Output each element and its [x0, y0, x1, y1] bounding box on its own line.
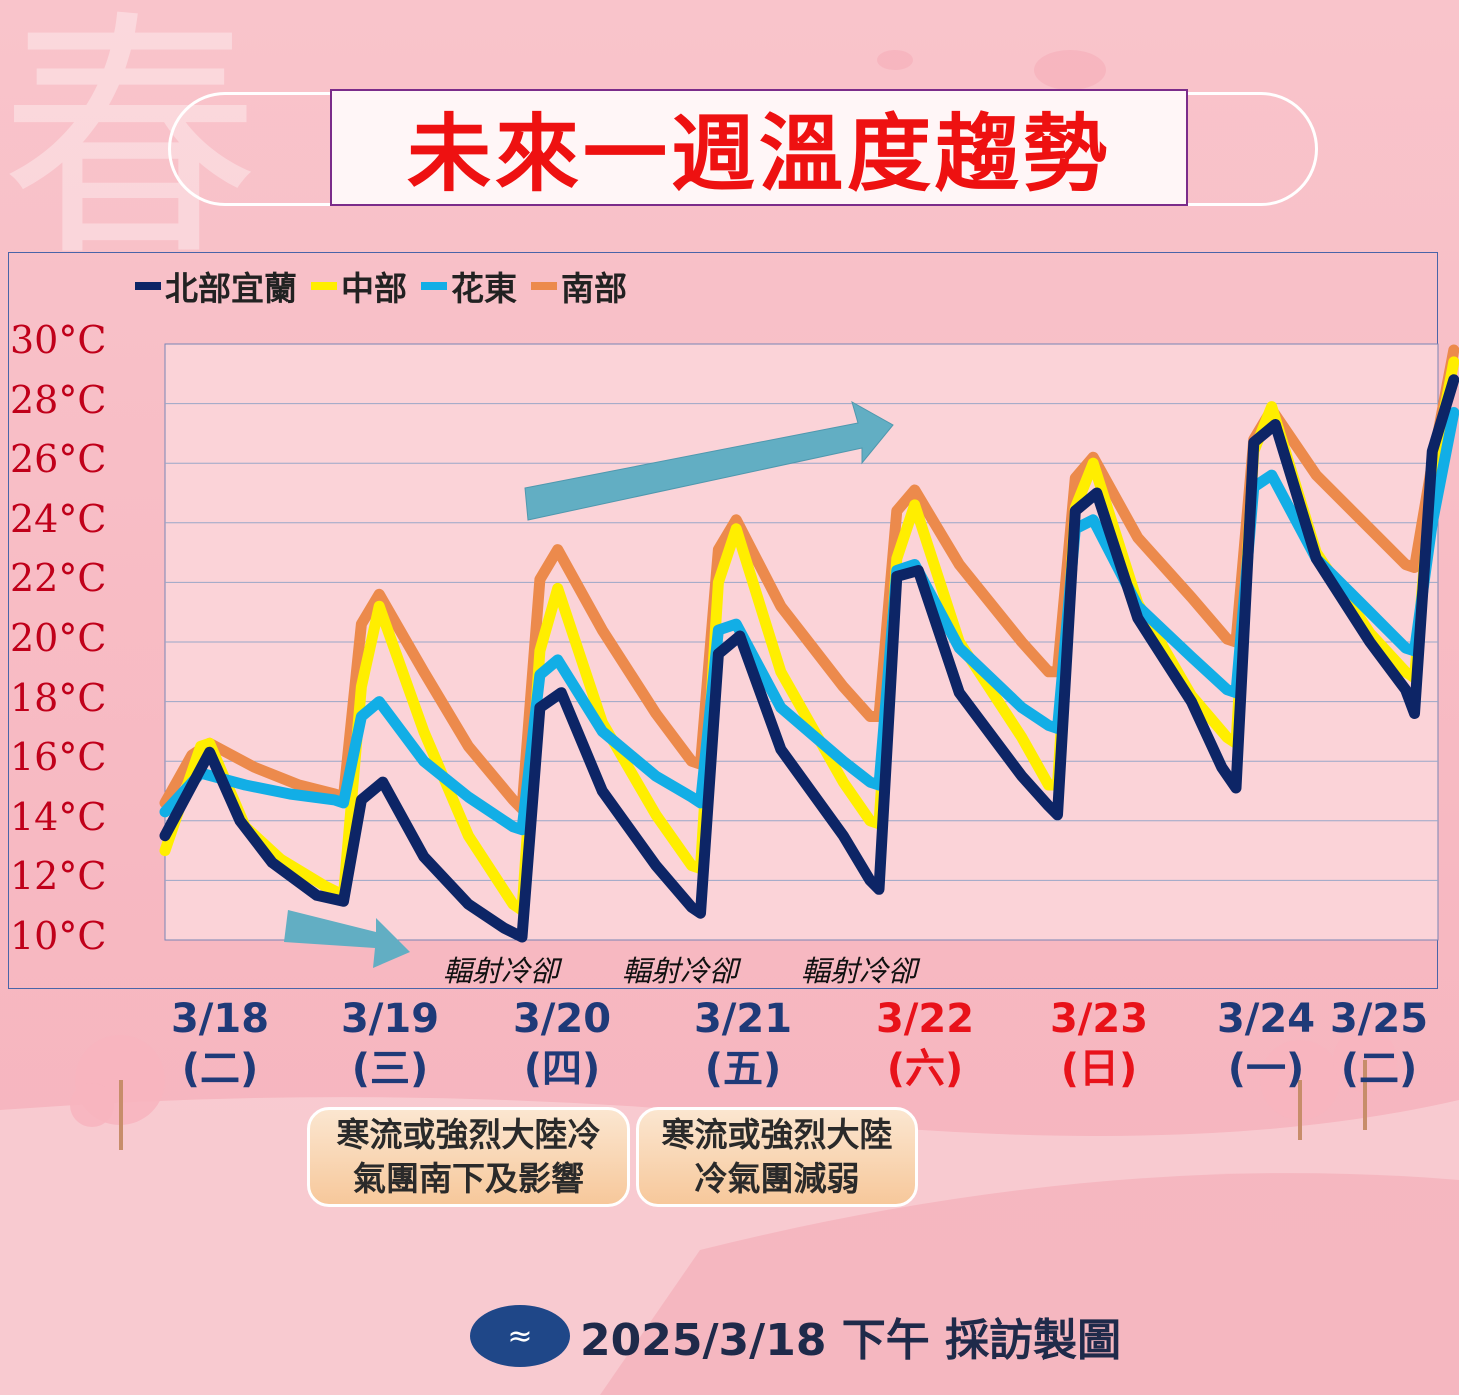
legend-item: 花東	[421, 262, 517, 310]
legend-swatch	[311, 282, 337, 290]
x-tick-label: 3/25 (二)	[1299, 994, 1459, 1094]
legend-item: 中部	[311, 262, 407, 310]
y-tick-label: 10°C	[10, 914, 107, 958]
x-tick-date: 3/25	[1329, 996, 1429, 1042]
y-tick-label: 28°C	[10, 377, 107, 422]
x-tick-label: 3/22 (六)	[845, 994, 1005, 1094]
x-tick-date: 3/23	[1049, 996, 1149, 1042]
y-tick-label: 30°C	[10, 318, 107, 362]
y-tick-label: 14°C	[10, 794, 107, 839]
x-tick-day: (三)	[351, 1046, 429, 1092]
y-tick-label: 20°C	[10, 616, 107, 660]
legend-label: 南部	[561, 269, 627, 308]
y-tick-label: 24°C	[10, 496, 107, 541]
x-tick-date: 3/22	[875, 996, 975, 1042]
note-line: 寒流或強烈大陸冷	[336, 1115, 601, 1154]
x-tick-label: 3/21 (五)	[663, 994, 823, 1094]
x-tick-day: (四)	[523, 1046, 601, 1092]
x-tick-day: (一)	[1227, 1046, 1305, 1092]
note-line: 氣團南下及影響	[353, 1159, 584, 1198]
x-tick-label: 3/19 (三)	[310, 994, 470, 1094]
note-line: 冷氣團減弱	[694, 1159, 860, 1198]
legend-swatch	[135, 282, 161, 290]
footer-text: 2025/3/18 下午 採訪製圖	[580, 1315, 1122, 1366]
y-tick-label: 12°C	[10, 854, 107, 899]
x-tick-day: (二)	[1340, 1046, 1418, 1092]
y-tick-label: 26°C	[10, 437, 107, 482]
x-tick-date: 3/20	[512, 996, 612, 1042]
x-tick-date: 3/18	[170, 996, 270, 1042]
rising-trend-arrow-icon	[524, 400, 894, 521]
legend-swatch	[531, 282, 557, 290]
legend: 北部宜蘭 中部 花東 南部	[135, 262, 627, 310]
note-cold-weakening: 寒流或強烈大陸 冷氣團減弱	[636, 1107, 918, 1207]
legend-swatch	[421, 282, 447, 290]
note-line: 寒流或強烈大陸	[661, 1115, 893, 1154]
cold-air-arrow-icon	[284, 910, 410, 968]
x-tick-day: (六)	[886, 1046, 964, 1092]
legend-label: 花東	[451, 269, 517, 308]
x-tick-label: 3/20 (四)	[482, 994, 642, 1094]
legend-item: 北部宜蘭	[135, 262, 297, 310]
legend-label: 中部	[341, 269, 407, 308]
annotation-radiative-cooling-3: 輻射冷卻	[801, 954, 918, 988]
y-tick-label: 16°C	[10, 735, 107, 780]
series-line	[159, 374, 1459, 943]
x-tick-day: (日)	[1060, 1046, 1138, 1092]
y-tick-label: 18°C	[10, 675, 107, 720]
x-tick-date: 3/24	[1216, 996, 1316, 1042]
x-tick-day: (五)	[704, 1046, 782, 1092]
x-tick-label: 3/24 (一)	[1186, 994, 1346, 1094]
legend-item: 南部	[531, 262, 627, 310]
annotation-radiative-cooling-1: 輻射冷卻	[443, 954, 560, 988]
x-tick-date: 3/19	[340, 996, 440, 1042]
x-tick-date: 3/21	[693, 996, 793, 1042]
note-cold-surge: 寒流或強烈大陸冷 氣團南下及影響	[307, 1107, 630, 1207]
annotation-radiative-cooling-2: 輻射冷卻	[622, 954, 739, 988]
legend-label: 北部宜蘭	[165, 269, 297, 308]
x-tick-day: (二)	[181, 1046, 259, 1092]
title-box: 未來一週溫度趨勢	[330, 89, 1188, 206]
x-tick-label: 3/18 (二)	[140, 994, 300, 1094]
x-tick-label: 3/23 (日)	[1019, 994, 1179, 1094]
y-tick-label: 22°C	[10, 556, 107, 601]
cwa-logo-icon: ≈	[470, 1305, 570, 1367]
page-title: 未來一週溫度趨勢	[406, 105, 1111, 203]
footer: ≈ 2025/3/18 下午 採訪製圖	[470, 1304, 1121, 1368]
